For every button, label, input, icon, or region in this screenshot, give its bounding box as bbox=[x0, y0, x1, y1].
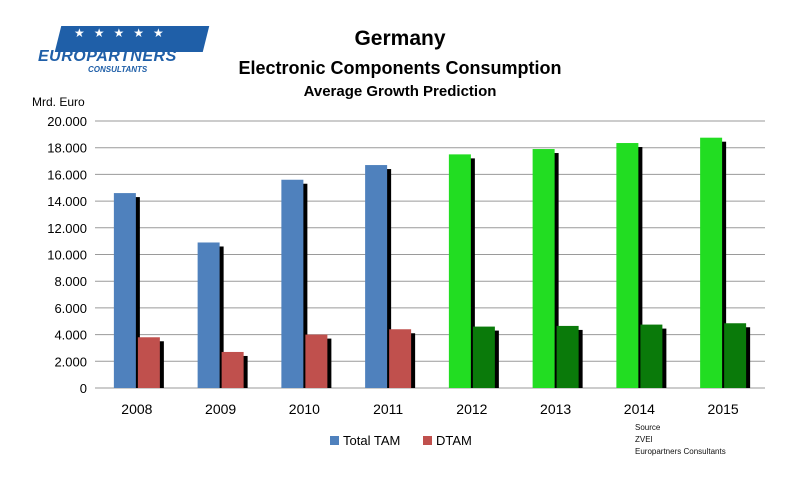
bar-dtam bbox=[640, 324, 663, 388]
chart-subtitle-2: Average Growth Prediction bbox=[304, 83, 497, 100]
source-line: Europartners Consultants bbox=[635, 447, 726, 456]
legend-swatch-dtam bbox=[423, 436, 432, 445]
x-tick-label: 2015 bbox=[708, 401, 739, 417]
y-tick-labels: 0 2.000 4.000 6.000 8.000 10.000 12.000 14.000 1… bbox=[47, 114, 87, 396]
y-tick-label: 8.000 bbox=[54, 274, 87, 289]
logo-subtitle: CONSULTANTS bbox=[88, 65, 148, 74]
y-tick-label: 6.000 bbox=[54, 301, 87, 316]
chart-title: Germany bbox=[354, 27, 445, 50]
y-axis-label: Mrd. Euro bbox=[32, 95, 85, 109]
bar-total-tam bbox=[700, 137, 723, 388]
source-note: Source ZVEI Europartners Consultants bbox=[635, 422, 726, 458]
x-tick-labels: 2008 2009 2010 2011 2012 2013 2014 2015 bbox=[121, 401, 739, 417]
y-tick-label: 16.000 bbox=[47, 167, 87, 182]
source-line: ZVEI bbox=[635, 435, 653, 444]
bar-total-tam bbox=[448, 154, 471, 388]
europartners-logo: ★★★★★ EUROPARTNERS CONSULTANTS bbox=[38, 24, 210, 74]
legend-label-total-tam: Total TAM bbox=[343, 433, 400, 448]
bar-total-tam bbox=[197, 242, 220, 388]
x-tick-label: 2008 bbox=[121, 401, 152, 417]
bar-dtam bbox=[389, 329, 412, 388]
x-tick-label: 2012 bbox=[456, 401, 487, 417]
bar-dtam bbox=[221, 351, 244, 388]
bar-total-tam bbox=[281, 179, 304, 388]
legend-label-dtam: DTAM bbox=[436, 433, 472, 448]
bar-dtam bbox=[137, 337, 160, 388]
bar-total-tam bbox=[616, 143, 639, 388]
y-tick-label: 18.000 bbox=[47, 141, 87, 156]
x-tick-label: 2014 bbox=[624, 401, 655, 417]
logo-name: EUROPARTNERS bbox=[38, 48, 177, 65]
bar-total-tam bbox=[113, 193, 136, 388]
chart-subtitle: Electronic Components Consumption bbox=[238, 58, 561, 78]
x-tick-label: 2009 bbox=[205, 401, 236, 417]
y-tick-label: 0 bbox=[80, 381, 87, 396]
bar-total-tam bbox=[532, 149, 555, 388]
y-tick-label: 14.000 bbox=[47, 194, 87, 209]
y-tick-label: 2.000 bbox=[54, 354, 87, 369]
bar-dtam bbox=[556, 325, 579, 388]
y-tick-label: 10.000 bbox=[47, 248, 87, 263]
bar-total-tam bbox=[365, 165, 388, 388]
bar-dtam bbox=[305, 334, 328, 388]
bar-dtam bbox=[472, 326, 495, 388]
x-tick-label: 2013 bbox=[540, 401, 571, 417]
logo-stars-icon: ★★★★★ bbox=[74, 26, 173, 40]
y-tick-label: 20.000 bbox=[47, 114, 87, 129]
source-heading: Source bbox=[635, 423, 661, 432]
y-tick-label: 4.000 bbox=[54, 328, 87, 343]
x-tick-label: 2011 bbox=[373, 401, 403, 417]
legend-swatch-total-tam bbox=[330, 436, 339, 445]
y-tick-label: 12.000 bbox=[47, 221, 87, 236]
legend: Total TAM DTAM bbox=[330, 433, 472, 448]
bars bbox=[113, 137, 751, 388]
x-tick-label: 2010 bbox=[289, 401, 320, 417]
bar-dtam bbox=[724, 323, 747, 388]
